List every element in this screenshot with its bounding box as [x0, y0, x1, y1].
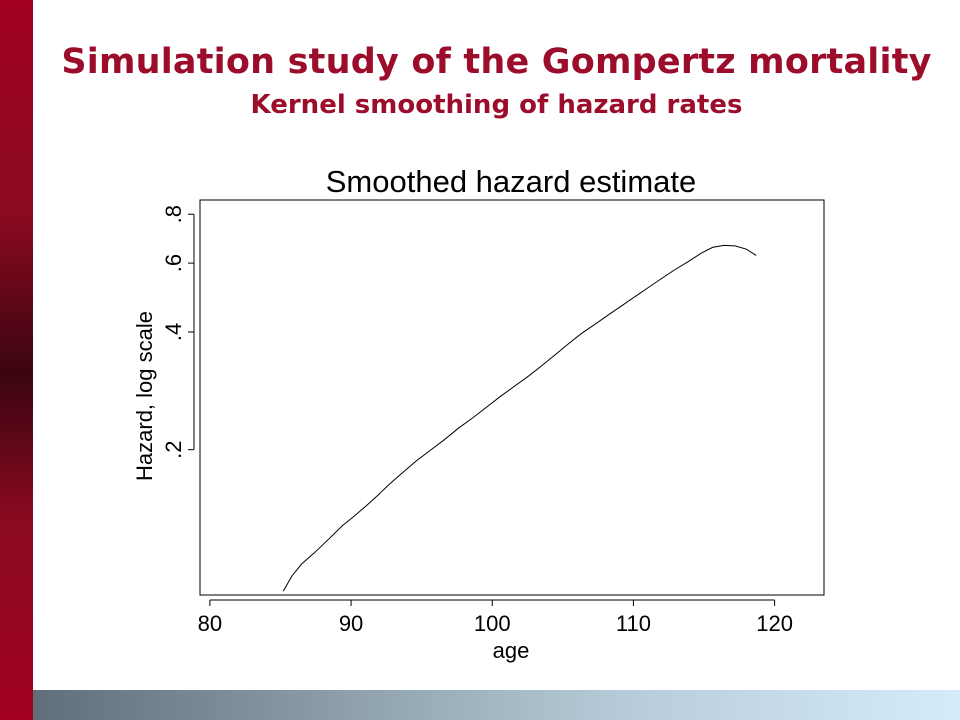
x-axis-label: age	[493, 638, 530, 663]
y-tick-label: .6	[161, 254, 186, 272]
chart-title: Smoothed hazard estimate	[326, 164, 697, 199]
y-tick-label: .2	[161, 441, 186, 459]
x-tick-label: 120	[756, 611, 793, 636]
x-tick-label: 90	[339, 611, 363, 636]
x-tick-label: 80	[198, 611, 222, 636]
bottom-gradient-bar	[33, 690, 960, 720]
slide-title: Simulation study of the Gompertz mortali…	[61, 42, 932, 82]
y-tick-label: .4	[161, 323, 186, 341]
plot-frame	[199, 199, 825, 596]
x-tick-label: 100	[474, 611, 511, 636]
hazard-series-line	[282, 244, 757, 592]
x-axis: 80 90 100 110 120	[198, 599, 793, 636]
y-tick-label: .8	[161, 205, 186, 223]
left-accent-bar	[0, 0, 33, 720]
y-axis: .2 .4 .6 .8	[161, 205, 195, 459]
slide-subtitle: Kernel smoothing of hazard rates	[250, 90, 743, 120]
y-axis-label: Hazard, log scale	[132, 311, 157, 481]
x-tick-label: 110	[616, 611, 651, 636]
